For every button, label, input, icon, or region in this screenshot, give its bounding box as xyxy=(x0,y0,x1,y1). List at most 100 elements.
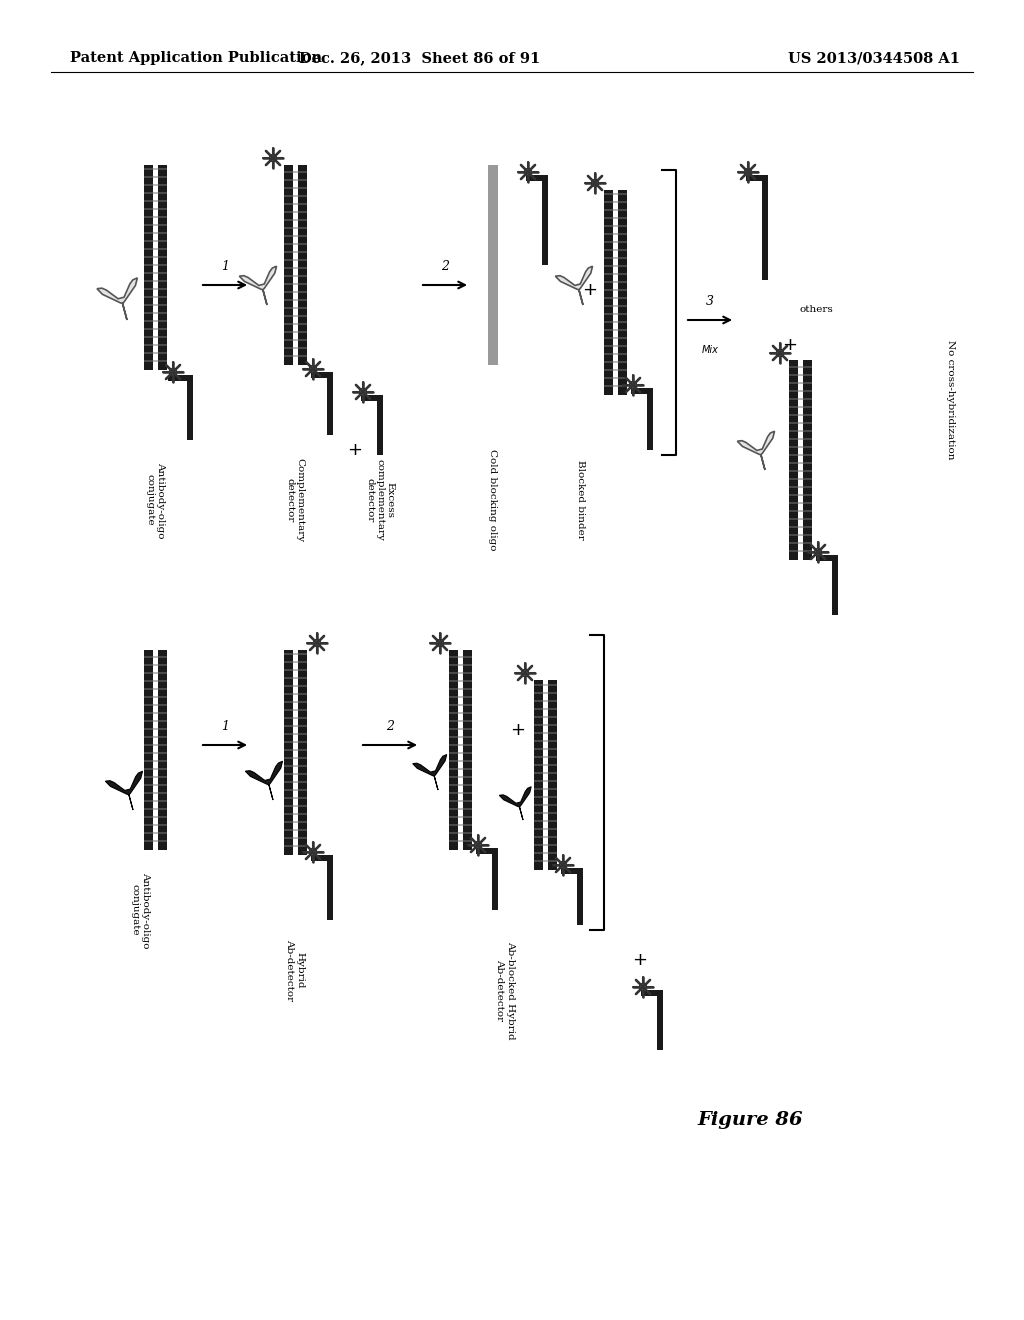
PathPatch shape xyxy=(500,787,531,820)
Bar xyxy=(603,273,627,275)
Bar xyxy=(361,395,383,401)
Bar xyxy=(311,372,333,378)
Bar xyxy=(657,990,663,1049)
Bar xyxy=(449,792,471,795)
Bar xyxy=(284,837,306,840)
Bar xyxy=(449,656,471,657)
Bar xyxy=(449,800,471,803)
Bar xyxy=(603,209,627,211)
Bar xyxy=(603,360,627,363)
Bar xyxy=(788,414,811,416)
Bar xyxy=(284,187,306,189)
Bar xyxy=(143,688,167,690)
Bar xyxy=(788,535,811,536)
Bar xyxy=(143,760,167,762)
Bar xyxy=(143,824,167,826)
Bar xyxy=(534,861,556,862)
Bar xyxy=(284,829,306,832)
Bar xyxy=(284,813,306,814)
Bar xyxy=(788,550,811,552)
Bar xyxy=(449,752,471,754)
Bar xyxy=(603,352,627,355)
Text: 3: 3 xyxy=(706,294,714,308)
Bar xyxy=(143,224,167,226)
Bar xyxy=(603,378,627,379)
Bar xyxy=(143,345,167,346)
Bar xyxy=(788,517,811,520)
Bar xyxy=(143,288,167,290)
Bar xyxy=(284,766,306,767)
Bar xyxy=(143,216,167,218)
Bar xyxy=(603,345,627,347)
Text: Complementary
detector: Complementary detector xyxy=(286,458,305,543)
Bar xyxy=(449,784,471,785)
Bar xyxy=(603,190,612,395)
Bar xyxy=(788,470,811,473)
Bar xyxy=(284,315,306,317)
Bar xyxy=(298,649,306,855)
Bar xyxy=(284,203,306,205)
Bar xyxy=(143,768,167,770)
Bar xyxy=(284,243,306,246)
Bar xyxy=(603,265,627,267)
Bar xyxy=(534,723,556,726)
Bar xyxy=(788,422,811,424)
Bar xyxy=(284,733,306,735)
Bar xyxy=(788,446,811,447)
Text: Antibody-oligo
conjugate: Antibody-oligo conjugate xyxy=(130,871,150,948)
Bar xyxy=(577,869,583,925)
Bar xyxy=(143,176,167,178)
Bar xyxy=(284,661,306,663)
Text: 1: 1 xyxy=(221,719,229,733)
Bar xyxy=(762,176,768,280)
Bar xyxy=(143,165,153,370)
Bar xyxy=(143,729,167,730)
Text: 2: 2 xyxy=(386,719,394,733)
Bar xyxy=(143,737,167,738)
Bar xyxy=(284,165,293,366)
Bar xyxy=(284,308,306,309)
Bar xyxy=(603,216,627,219)
Bar xyxy=(284,195,306,197)
Bar xyxy=(284,259,306,261)
Bar xyxy=(449,696,471,698)
Bar xyxy=(284,347,306,348)
Bar xyxy=(803,360,811,560)
Bar xyxy=(143,808,167,810)
Bar xyxy=(542,176,548,265)
Bar xyxy=(284,331,306,333)
Bar xyxy=(284,290,306,293)
Bar xyxy=(187,375,193,440)
Bar xyxy=(143,352,167,354)
Bar xyxy=(788,486,811,488)
Bar xyxy=(284,797,306,799)
Bar xyxy=(449,680,471,682)
Bar xyxy=(284,701,306,704)
Bar xyxy=(647,388,653,450)
Bar xyxy=(143,711,167,714)
Bar xyxy=(284,725,306,727)
Bar xyxy=(284,756,306,759)
Bar xyxy=(143,800,167,803)
Bar xyxy=(534,843,556,846)
Text: Hybrid
Ab-detector: Hybrid Ab-detector xyxy=(286,939,305,1001)
Text: Blocked binder: Blocked binder xyxy=(575,461,585,540)
Bar xyxy=(534,764,556,766)
Bar xyxy=(449,832,471,834)
Text: Excess
complementary
detector: Excess complementary detector xyxy=(366,459,395,541)
Bar xyxy=(284,669,306,671)
Text: +: + xyxy=(633,950,647,969)
Bar xyxy=(143,816,167,818)
Bar xyxy=(143,264,167,267)
Bar xyxy=(143,744,167,746)
Text: No cross-hybridization: No cross-hybridization xyxy=(945,341,954,459)
Bar xyxy=(143,168,167,170)
Bar xyxy=(603,281,627,282)
Bar xyxy=(284,219,306,220)
Bar xyxy=(143,337,167,338)
Bar xyxy=(284,774,306,775)
Bar xyxy=(143,696,167,698)
Text: +: + xyxy=(583,281,597,300)
PathPatch shape xyxy=(97,279,137,319)
Text: Mix: Mix xyxy=(701,345,719,355)
